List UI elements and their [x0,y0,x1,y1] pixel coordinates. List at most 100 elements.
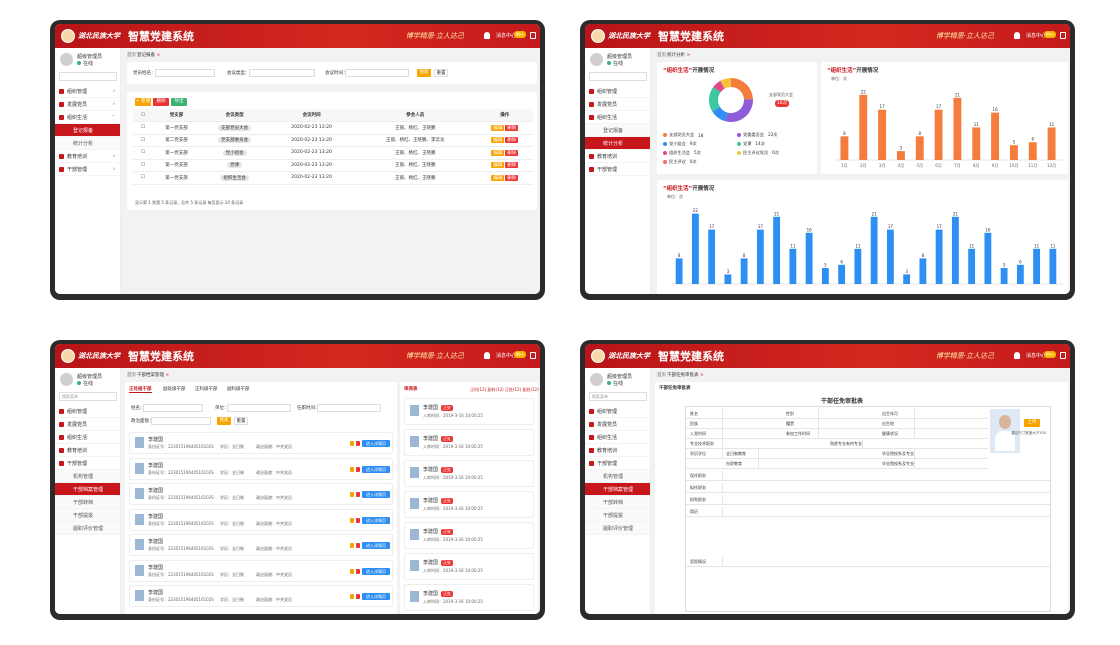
sidebar-item-cadre[interactable]: 干部管理 [55,457,120,470]
reset-button[interactable]: 重置 [234,417,248,425]
meeting-time-input[interactable] [345,69,409,77]
tab-register[interactable]: 登记报备 × [137,52,160,58]
delete-icon[interactable] [356,517,360,523]
delete-button[interactable]: 删除 [505,162,519,169]
upload-photo-button[interactable]: 上传 [1024,419,1040,427]
sidebar-item-cadre[interactable]: 干部管理 [585,457,650,470]
row-checkbox[interactable]: ☐ [133,146,153,160]
sidebar-item-org[interactable]: 组织管理 [585,405,650,418]
review-card[interactable]: 李建国 正处 入库时间：2019-3-16 10:00:25 [404,460,534,487]
edit-icon[interactable] [350,441,354,446]
form-field-input[interactable] [758,449,810,458]
bell-icon[interactable] [1014,32,1020,39]
sidebar-item-institution[interactable]: 机构管理 [55,470,120,483]
batch-delete-button[interactable]: 删除 [153,98,169,106]
form-field-input[interactable] [914,449,966,458]
sidebar-item-cadre[interactable]: 干部管理 [585,163,650,176]
edit-button[interactable]: 编辑 [491,124,505,131]
message-center-link[interactable]: 消息中心 [1025,353,1046,359]
bell-icon[interactable] [484,32,490,39]
review-card[interactable]: 李建国 正处 入库时间：2019-3-16 10:00:25 [404,398,534,425]
sidebar-item-register[interactable]: 登记报备 [55,124,120,137]
tab-stats[interactable]: 统计分析 × [667,52,690,58]
menu-search-input[interactable] [589,72,647,81]
tab-level-4[interactable]: 副科级干部 [227,387,250,392]
edit-icon[interactable] [350,492,354,497]
sidebar-item-life[interactable]: 组织生活 [585,431,650,444]
form-field-input[interactable] [722,449,774,458]
logout-icon[interactable] [1060,32,1066,39]
detail-button[interactable]: 进入详情页 [362,440,390,447]
delete-icon[interactable] [356,441,360,446]
sidebar-item-develop[interactable]: 发展党员 [585,418,650,431]
form-field-input[interactable] [914,409,966,418]
row-checkbox[interactable]: ☐ [133,159,153,172]
cadre-card[interactable]: 李建国 身份证号：22301519640516102S 学历：全日制 政治面貌：… [129,457,393,480]
name-input[interactable] [143,404,203,412]
edit-icon[interactable] [350,594,354,599]
sidebar-item-education[interactable]: 教育培训 [55,444,120,457]
sidebar-item-register[interactable]: 登记报备 [585,124,650,137]
logout-icon[interactable] [530,352,536,359]
tab-level-2[interactable]: 副处级干部 [163,387,186,392]
close-icon[interactable]: × [165,373,170,378]
tab-archive[interactable]: 干部档案管理 × [137,372,169,378]
level-counts[interactable]: 正科(12) 副科(12) 正处(12) 副处(12) [470,387,539,392]
unit-select[interactable] [227,404,291,412]
menu-search-input[interactable]: 搜索菜单 [589,392,647,401]
search-button[interactable]: 搜索 [217,417,231,425]
form-field-input[interactable] [862,439,914,448]
form-field-input[interactable] [722,495,774,504]
detail-button[interactable]: 进入详情页 [362,491,390,498]
detail-button[interactable]: 进入详情页 [362,542,390,549]
form-field-input[interactable] [914,459,966,468]
sidebar-item-evaluation[interactable]: 履职评价管理 [585,522,650,535]
sidebar-item-archive[interactable]: 干部档案管理 [585,483,650,496]
review-card[interactable]: 李建国 正处 入库时间：2019-3-16 10:00:25 [404,491,534,518]
sidebar-item-org[interactable]: 组织管理 [55,405,120,418]
close-icon[interactable]: × [686,53,691,58]
bell-icon[interactable] [484,352,490,359]
breadcrumb-home[interactable]: 首页 [127,373,136,378]
breadcrumb-home[interactable]: 首页 [127,53,136,58]
detail-button[interactable]: 进入详情页 [362,516,390,524]
sidebar-item-develop[interactable]: 发展党员 [55,418,120,431]
sidebar-item-evaluation[interactable]: 履职评价管理 [55,522,120,535]
delete-icon[interactable] [356,543,360,548]
delete-button[interactable]: 删除 [505,137,519,144]
detail-button[interactable]: 进入详情页 [362,593,390,600]
logout-icon[interactable] [1060,352,1066,359]
delete-button[interactable]: 删除 [505,149,519,156]
breadcrumb-home[interactable]: 首页 [657,373,666,378]
form-field-input[interactable] [722,439,774,448]
sidebar-item-promotion[interactable]: 干部提拔 [55,509,120,522]
detail-button[interactable]: 进入详情页 [362,465,390,473]
edit-icon[interactable] [350,543,354,548]
row-checkbox[interactable]: ☐ [133,171,153,185]
delete-icon[interactable] [356,492,360,497]
edit-icon[interactable] [350,517,354,523]
checkbox-all[interactable]: ☐ [133,109,153,122]
sidebar-item-education[interactable]: 教育培训 [585,444,650,457]
edit-button[interactable]: 编辑 [491,137,505,144]
menu-search-input[interactable] [59,72,117,81]
form-field-input[interactable] [914,419,966,428]
edit-icon[interactable] [350,466,354,472]
sidebar-item-education[interactable]: 教育培训 [585,150,650,163]
message-center-link[interactable]: 消息中心 [495,353,516,359]
sidebar-item-stats[interactable]: 统计分析 [585,137,650,150]
delete-icon[interactable] [356,594,360,599]
edit-button[interactable]: 编辑 [491,149,505,156]
search-button[interactable]: 搜索 [417,69,431,77]
row-checkbox[interactable]: ☐ [133,134,153,147]
cadre-card[interactable]: 李建国 身份证号：22301519640516102S 学历：全日制 政治面貌：… [129,534,393,556]
sidebar-item-promotion[interactable]: 干部提拔 [585,509,650,522]
sidebar-item-transfer[interactable]: 干部转档 [585,496,650,509]
delete-icon[interactable] [356,466,360,472]
sidebar-item-transfer[interactable]: 干部转档 [55,496,120,509]
form-field-input[interactable] [818,409,870,418]
delete-button[interactable]: 删除 [505,174,519,181]
form-field-input[interactable] [722,419,774,428]
message-center-link[interactable]: 消息中心 [495,33,516,39]
form-field-input[interactable] [722,429,774,438]
